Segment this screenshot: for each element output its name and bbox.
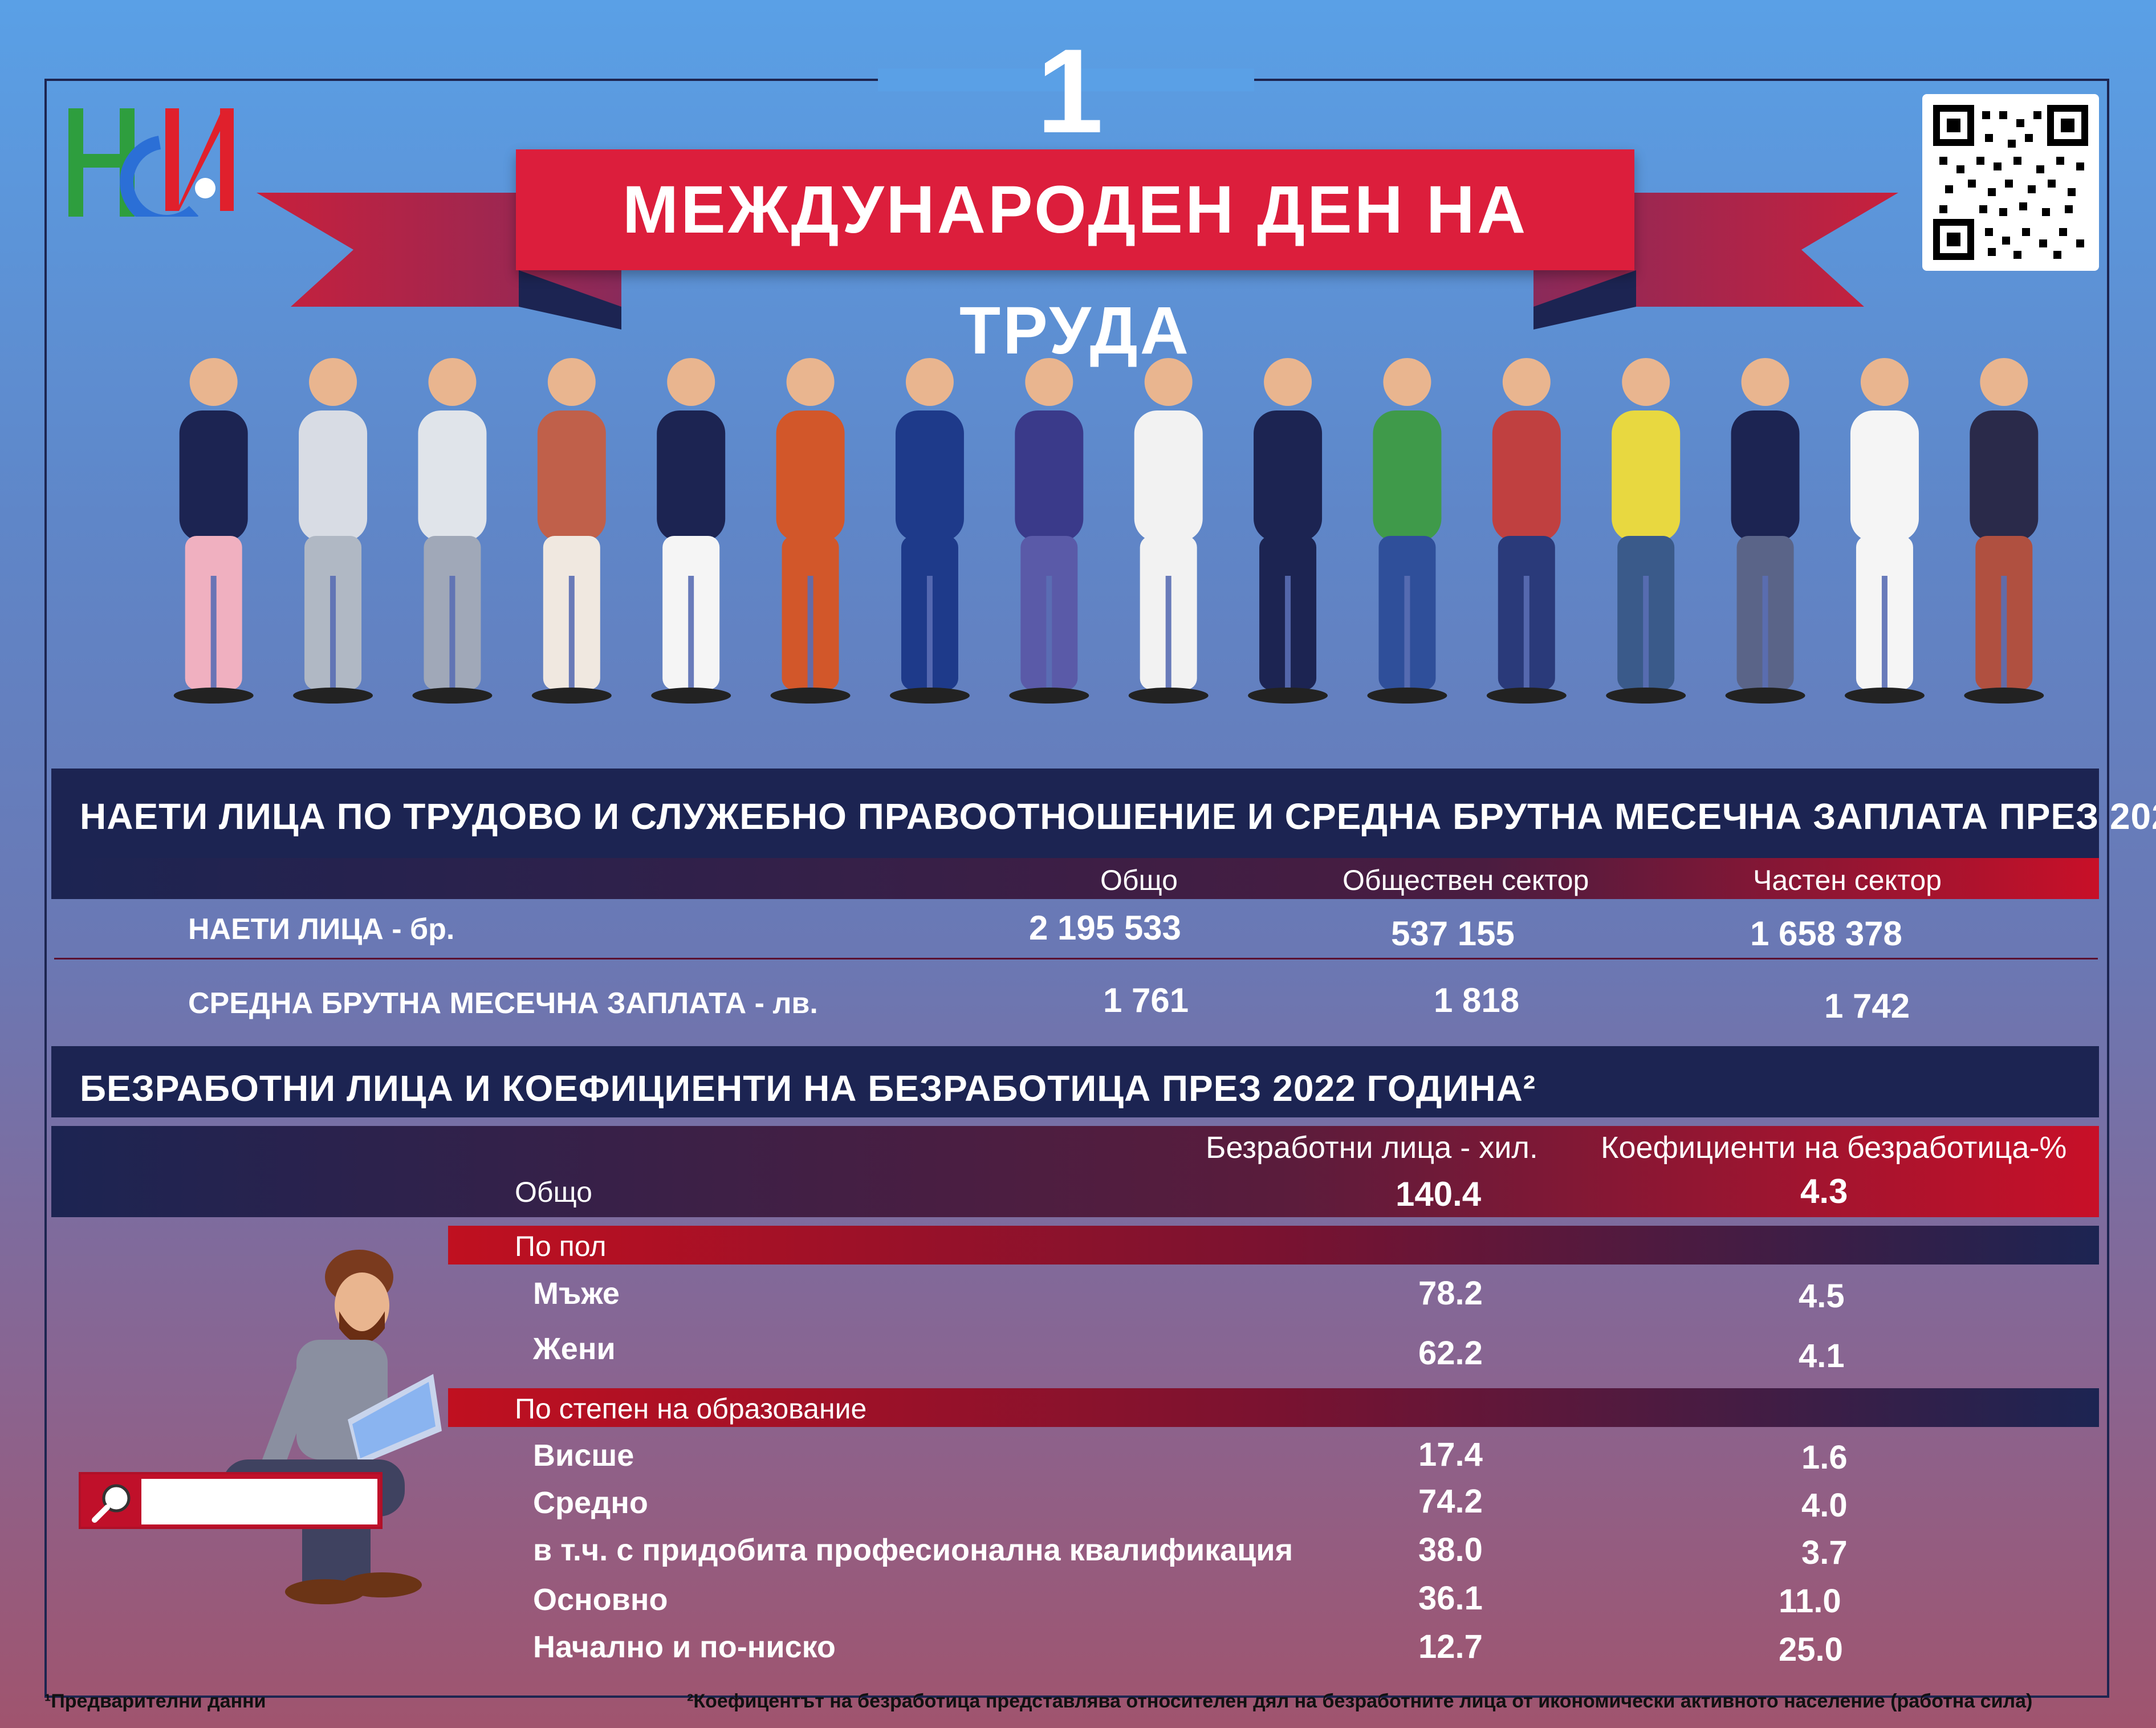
banner xyxy=(516,149,1634,270)
employment-col-private: Частен сектор xyxy=(1753,864,1942,896)
unemp-row-rate: 1.6 xyxy=(1801,1439,1848,1476)
unemp-row-rate: 4.1 xyxy=(1799,1337,1845,1375)
qr-code[interactable] xyxy=(1922,94,2099,271)
worker-figure xyxy=(770,358,851,704)
unemp-row-rate: 11.0 xyxy=(1779,1583,1841,1620)
unemployment-total-value: 140.4 xyxy=(1396,1175,1482,1213)
search-input[interactable] xyxy=(141,1479,377,1524)
worker-figure xyxy=(293,358,373,704)
unemp-row-value: 74.2 xyxy=(1418,1483,1483,1520)
employment-value: 1 658 378 xyxy=(1750,914,1902,953)
employment-value: 1 742 xyxy=(1824,987,1910,1025)
unemployment-col-persons: Безработни лица - хил. xyxy=(1206,1131,1538,1165)
frame-gap xyxy=(878,68,1254,91)
by-education-label: По степен на образование xyxy=(515,1393,867,1425)
worker-figure xyxy=(889,358,970,704)
footnote-1: ¹Предварителни данни xyxy=(44,1690,266,1712)
employment-value: 2 195 533 xyxy=(1029,909,1181,947)
worker-figure xyxy=(1725,358,1805,704)
unemp-row-value: 12.7 xyxy=(1418,1628,1483,1665)
unemp-row-value: 62.2 xyxy=(1418,1335,1483,1372)
unemp-row-rate: 25.0 xyxy=(1779,1631,1843,1668)
unemp-row-value: 38.0 xyxy=(1418,1531,1483,1568)
unemployment-header-bar xyxy=(51,1126,2099,1217)
employment-row-label: НАЕТИ ЛИЦА - бр. xyxy=(188,913,455,946)
employment-value: 1 761 xyxy=(1103,981,1189,1019)
banner-title: МЕЖДУНАРОДЕН ДЕН НА ТРУДА xyxy=(622,172,1528,368)
qr-code-icon xyxy=(1933,105,2088,260)
employment-col-total: Общо xyxy=(1100,864,1178,896)
worker-figure xyxy=(1128,358,1209,704)
worker-figure xyxy=(1606,358,1686,704)
worker-figure xyxy=(1844,358,1925,704)
unemployment-total-rate: 4.3 xyxy=(1800,1172,1848,1210)
by-sex-label: По пол xyxy=(515,1230,607,1262)
unemp-row-label: Основно xyxy=(533,1583,668,1617)
worker-figure xyxy=(1964,358,2044,704)
unemployment-col-rate: Коефициенти на безработица-% xyxy=(1601,1131,2067,1165)
unemployment-title: БЕЗРАБОТНИ ЛИЦА И КОЕФИЦИЕНТИ НА БЕЗРАБО… xyxy=(80,1068,1536,1109)
unemp-row-value: 17.4 xyxy=(1418,1436,1483,1473)
worker-figure xyxy=(1486,358,1567,704)
search-box[interactable] xyxy=(79,1472,383,1529)
worker-figure xyxy=(1009,358,1089,704)
unemp-row-rate: 4.0 xyxy=(1801,1487,1848,1524)
employment-value: 1 818 xyxy=(1434,981,1520,1019)
unemp-row-value: 78.2 xyxy=(1418,1275,1483,1312)
worker-figure xyxy=(173,358,254,704)
unemp-row-label: Средно xyxy=(533,1486,648,1520)
worker-figure xyxy=(1248,358,1328,704)
employment-title-bar xyxy=(51,769,2099,860)
employment-col-public: Обществен сектор xyxy=(1343,864,1589,896)
worker-figure xyxy=(531,358,612,704)
by-education-bar xyxy=(448,1388,2099,1427)
unemp-row-rate: 3.7 xyxy=(1801,1534,1848,1571)
unemp-row-label: Жени xyxy=(533,1332,616,1366)
unemp-row-label: Начално и по-ниско xyxy=(533,1630,836,1664)
unemp-row-label: Висше xyxy=(533,1438,634,1473)
workers-illustration xyxy=(173,358,2044,704)
employment-divider xyxy=(54,958,2098,959)
by-sex-bar xyxy=(448,1226,2099,1265)
unemp-row-label: Мъже xyxy=(533,1276,620,1311)
unemp-row-value: 36.1 xyxy=(1418,1580,1483,1617)
nsi-logo-icon xyxy=(68,108,234,217)
unemployment-title-bar xyxy=(51,1046,2099,1117)
employment-value: 537 155 xyxy=(1391,914,1515,953)
worker-figure xyxy=(651,358,731,704)
unemp-row-rate: 4.5 xyxy=(1799,1278,1845,1315)
worker-figure xyxy=(1367,358,1447,704)
unemployment-total-label: Общо xyxy=(515,1176,592,1208)
unemployed-man-illustration xyxy=(222,1250,442,1604)
worker-figure xyxy=(412,358,493,704)
footnote-2: ²Коефицентът на безработица представлява… xyxy=(687,1690,2033,1712)
search-icon xyxy=(92,1484,131,1523)
employment-row-label: СРЕДНА БРУТНА МЕСЕЧНА ЗАПЛАТА - лв. xyxy=(188,987,818,1020)
employment-header-bar xyxy=(51,858,2099,899)
employment-title: НАЕТИ ЛИЦА ПО ТРУДОВО И СЛУЖЕБНО ПРАВООТ… xyxy=(80,796,2156,837)
unemp-row-label: в т.ч. с придобита професионална квалифи… xyxy=(533,1533,1293,1567)
